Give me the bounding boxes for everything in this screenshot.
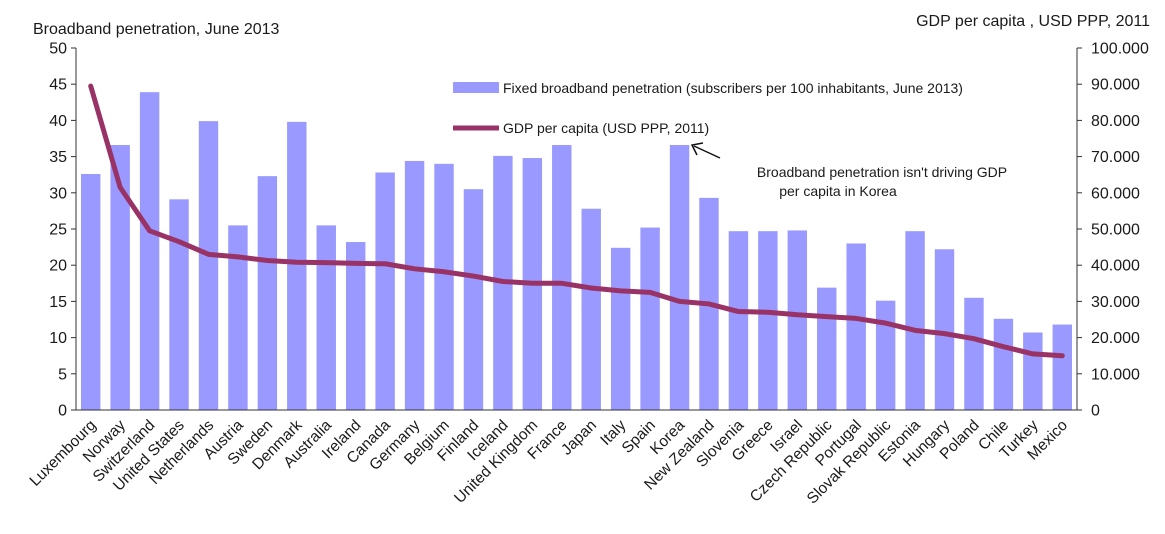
bar-france bbox=[552, 145, 572, 410]
right-ticks-group: 0 10.000 20.000 30.000 40.000 50.000 60.000 70.… bbox=[1077, 41, 1149, 420]
legend-label-gdp: GDP per capita (USD PPP, 2011) bbox=[503, 120, 709, 136]
right-axis-title: GDP per capita , USD PPP, 2011 bbox=[916, 13, 1150, 30]
bar-ireland bbox=[345, 242, 366, 410]
bar-austria bbox=[228, 225, 248, 410]
left-tick-label: 0 bbox=[58, 403, 67, 420]
right-tick-label: 80.000 bbox=[1091, 113, 1140, 130]
bar-united-states bbox=[169, 199, 189, 410]
left-tick-label: 35 bbox=[49, 149, 67, 166]
bar-mexico bbox=[1052, 324, 1072, 410]
right-tick-label: 90.000 bbox=[1091, 77, 1140, 94]
bar-slovak-republic bbox=[875, 300, 896, 410]
right-tick-label: 50.000 bbox=[1091, 222, 1140, 239]
bar-slovenia bbox=[728, 231, 749, 410]
left-tick-label: 30 bbox=[49, 185, 67, 202]
left-tick-label: 10 bbox=[49, 330, 67, 347]
right-tick-label: 60.000 bbox=[1091, 185, 1140, 202]
bar-portugal bbox=[846, 243, 866, 410]
right-tick-label: 20.000 bbox=[1091, 330, 1140, 347]
annotation-line-2: per capita in Korea bbox=[779, 183, 897, 199]
left-tick-label: 5 bbox=[58, 366, 67, 383]
right-tick-label: 70.000 bbox=[1091, 149, 1140, 166]
right-tick-label: 0 bbox=[1091, 403, 1100, 420]
left-tick-label: 45 bbox=[49, 77, 67, 94]
legend: Fixed broadband penetration (subscribers… bbox=[453, 80, 963, 136]
bar-italy bbox=[610, 247, 631, 410]
annotation-line-1: Broadband penetration isn't driving GDP bbox=[757, 164, 1007, 180]
bar-turkey bbox=[1023, 332, 1043, 410]
left-tick-label: 25 bbox=[49, 222, 67, 239]
bar-netherlands bbox=[198, 121, 219, 411]
left-tick-label: 50 bbox=[49, 41, 67, 58]
right-tick-label: 40.000 bbox=[1091, 258, 1140, 275]
right-tick-label: 100.000 bbox=[1091, 41, 1149, 58]
gdp-line-group bbox=[88, 83, 1065, 359]
bar-chile bbox=[993, 318, 1014, 410]
left-axis-title: Broadband penetration, June 2013 bbox=[33, 21, 280, 38]
legend-label-broadband: Fixed broadband penetration (subscribers… bbox=[503, 80, 963, 96]
bar-germany bbox=[404, 160, 425, 410]
bars-group bbox=[81, 92, 1072, 411]
annotation-arrow-head bbox=[690, 142, 704, 156]
bar-israel bbox=[787, 230, 808, 410]
bar-australia bbox=[316, 225, 336, 410]
bar-sweden bbox=[257, 176, 278, 410]
bar-switzerland bbox=[139, 92, 160, 410]
bar-korea bbox=[669, 145, 690, 410]
bar-canada bbox=[375, 172, 395, 410]
right-tick-label: 30.000 bbox=[1091, 294, 1140, 311]
bar-luxembourg bbox=[81, 173, 101, 410]
gdp-per-capita-line bbox=[88, 83, 1065, 359]
korea-annotation: Broadband penetration isn't driving GDP … bbox=[690, 142, 1007, 199]
bar-belgium bbox=[434, 163, 454, 410]
bar-estonia bbox=[905, 231, 925, 410]
bar-spain bbox=[640, 227, 660, 410]
left-tick-label: 40 bbox=[49, 113, 67, 130]
annotation-arrow-shaft bbox=[693, 145, 721, 159]
left-tick-label: 20 bbox=[49, 258, 67, 275]
bar-norway bbox=[110, 145, 130, 410]
legend-swatch-broadband bbox=[453, 82, 499, 93]
bar-japan bbox=[581, 208, 601, 410]
bar-denmark bbox=[287, 121, 307, 410]
axes-group bbox=[75, 48, 1078, 411]
bar-czech-republic bbox=[817, 287, 837, 410]
bar-hungary bbox=[934, 249, 955, 410]
left-ticks-group: 0 5 10 15 20 25 30 35 40 45 50 bbox=[49, 41, 76, 420]
right-tick-label: 10.000 bbox=[1091, 366, 1140, 383]
left-tick-label: 15 bbox=[49, 294, 67, 311]
bar-greece bbox=[758, 231, 778, 410]
bar-finland bbox=[463, 189, 484, 410]
bar-poland bbox=[964, 297, 984, 410]
